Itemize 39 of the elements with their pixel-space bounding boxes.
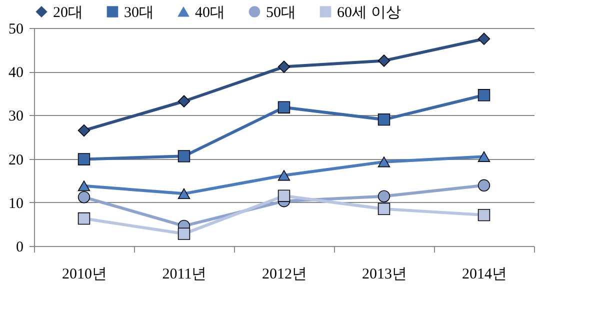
y-tick-label: 30	[8, 108, 24, 125]
x-tick-label: 2014년	[462, 266, 507, 282]
point	[478, 89, 490, 102]
point	[478, 179, 490, 192]
y-tick-label: 50	[8, 22, 24, 38]
point	[278, 190, 290, 202]
point	[378, 190, 390, 202]
legend-label: 40대	[195, 4, 225, 21]
point	[78, 180, 90, 192]
x-tick-label: 2013년	[362, 266, 407, 282]
legend-label: 60세 이상	[337, 4, 401, 21]
legend-label: 30대	[124, 4, 154, 21]
point	[78, 212, 90, 225]
point	[178, 188, 190, 200]
y-tick-label: 40	[8, 65, 24, 82]
point	[178, 150, 190, 162]
point	[478, 208, 490, 222]
legend-label: 20대	[53, 4, 83, 21]
x-tick-label: 2011년	[162, 266, 207, 282]
point	[178, 228, 190, 240]
point	[78, 153, 90, 166]
point	[278, 170, 290, 181]
point	[78, 124, 90, 137]
point	[178, 95, 190, 108]
point	[378, 54, 390, 67]
y-tick-label: 10	[8, 196, 24, 212]
x-tick-label: 2010년	[62, 266, 107, 282]
y-tick-label: 20	[8, 152, 24, 168]
point	[478, 151, 490, 162]
point	[378, 202, 390, 216]
y-tick-label: 0	[16, 240, 24, 256]
point	[378, 113, 390, 126]
point	[478, 32, 490, 45]
point	[278, 60, 290, 73]
x-tick-label: 2012년	[262, 266, 307, 282]
point	[278, 101, 290, 114]
legend-label: 50대	[266, 4, 296, 21]
point	[378, 156, 390, 168]
point	[78, 191, 90, 204]
